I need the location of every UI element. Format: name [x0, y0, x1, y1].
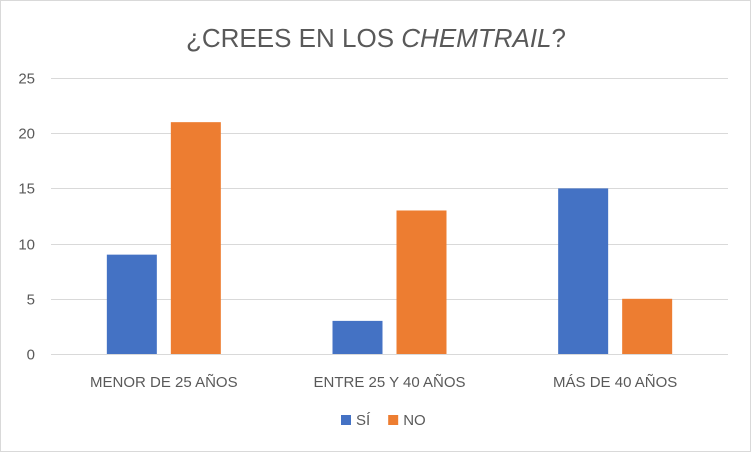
legend-label: SÍ — [356, 412, 371, 429]
x-axis-categories: MENOR DE 25 AÑOS ENTRE 25 Y 40 AÑOS MÁS DE… — [90, 374, 677, 391]
gridlines — [51, 78, 728, 355]
y-axis-ticks: 0 5 10 15 20 25 — [18, 71, 35, 364]
legend-swatch — [388, 415, 399, 425]
chart-title: ¿CREES EN LOS CHEMTRAIL? — [186, 23, 566, 53]
x-category-label: MENOR DE 25 AÑOS — [90, 374, 238, 391]
y-tick-label: 25 — [18, 71, 35, 88]
bar-no — [396, 210, 447, 354]
chart-title-prefix: ¿CREES EN LOS — [186, 23, 401, 53]
bar-si — [558, 188, 609, 354]
y-tick-label: 15 — [18, 181, 35, 198]
y-tick-label: 20 — [18, 126, 35, 143]
bar-si — [332, 320, 383, 354]
y-tick-label: 10 — [18, 237, 35, 254]
x-category-label: MÁS DE 40 AÑOS — [553, 374, 677, 391]
bar-no — [622, 298, 673, 354]
y-tick-label: 5 — [27, 292, 35, 309]
bar-no — [170, 122, 221, 354]
chart-title-suffix: ? — [552, 23, 566, 53]
bar-si — [106, 254, 157, 354]
y-tick-label: 0 — [27, 347, 35, 364]
legend-label: NO — [403, 412, 426, 429]
bars — [106, 122, 673, 354]
x-category-label: ENTRE 25 Y 40 AÑOS — [313, 374, 465, 391]
legend-swatch — [341, 415, 351, 425]
chart-title-emphasis: CHEMTRAIL — [401, 23, 551, 53]
legend: SÍ NO — [341, 412, 426, 429]
